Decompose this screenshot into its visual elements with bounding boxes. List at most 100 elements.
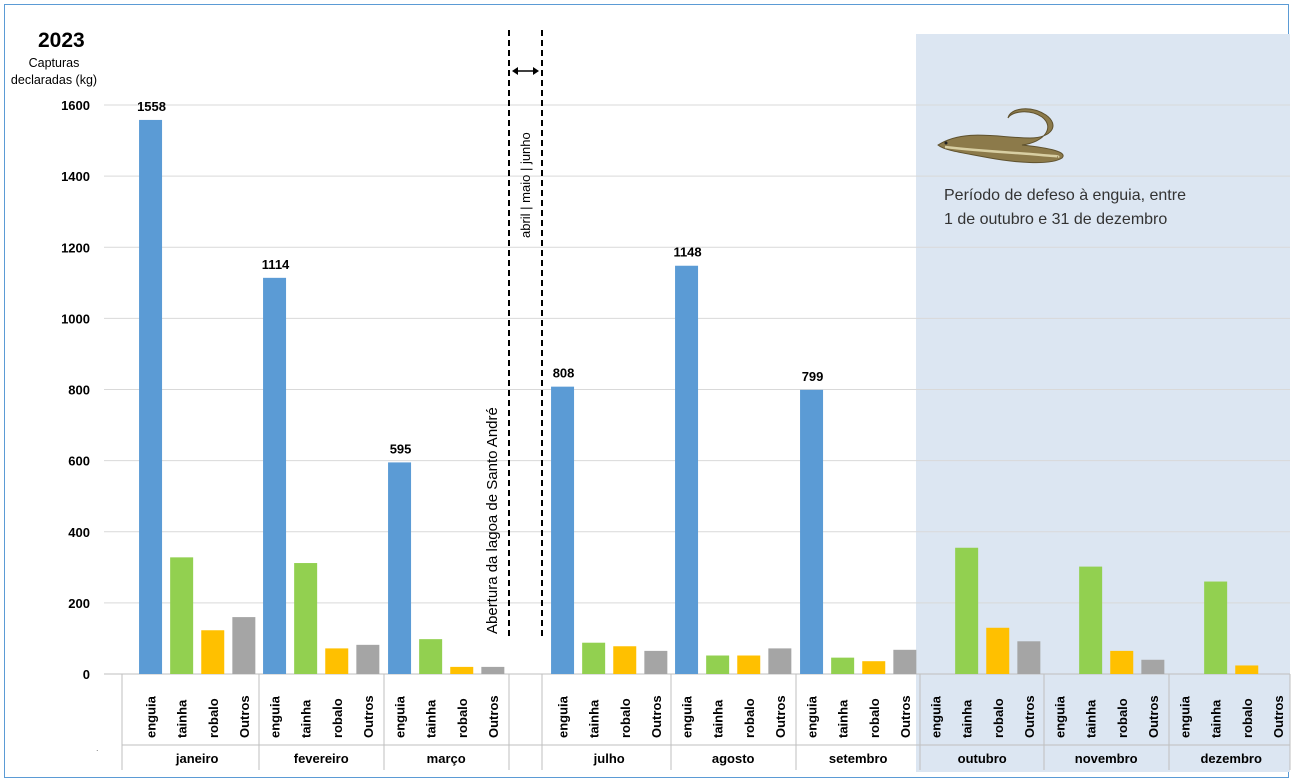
bar-agosto-enguia bbox=[675, 265, 699, 674]
category-tick-label: tainha bbox=[424, 699, 439, 738]
category-tick-label: enguia bbox=[393, 695, 408, 738]
y-tick-label: 200 bbox=[68, 596, 90, 611]
bar-setembro-robalo bbox=[862, 661, 886, 674]
category-tick-label: enguia bbox=[680, 695, 695, 738]
x-axis: enguia tainha robalo Outros janeiro enguia tai… bbox=[121, 674, 1291, 770]
bar-março-enguia bbox=[388, 462, 412, 674]
category-tick-label: Outros bbox=[1146, 695, 1161, 738]
bar-fevereiro-Outros bbox=[356, 644, 380, 674]
y-tick-label: 1400 bbox=[61, 169, 90, 184]
bar-agosto-Outros bbox=[768, 648, 792, 674]
category-tick-label: enguia bbox=[556, 695, 571, 738]
bar-setembro-enguia bbox=[800, 389, 824, 674]
category-tick-label: enguia bbox=[1053, 695, 1068, 738]
category-tick-label: tainha bbox=[960, 699, 975, 738]
bar-outubro-Outros bbox=[1017, 641, 1041, 674]
closed-season-shade bbox=[916, 34, 1290, 772]
bar-janeiro-tainha bbox=[170, 557, 194, 674]
bars: 1558 1114 595 808 1148 799 bbox=[137, 99, 1259, 674]
opening-annotation: Abertura da lagoa de Santo André bbox=[484, 407, 501, 634]
category-tick-label: robalo bbox=[455, 698, 470, 738]
data-label: 1558 bbox=[137, 99, 166, 114]
bar-março-robalo bbox=[450, 666, 474, 674]
category-tick-label: enguia bbox=[268, 695, 283, 738]
category-tick-label: enguia bbox=[144, 695, 159, 738]
category-tick-label: enguia bbox=[805, 695, 820, 738]
y-axis: 0 200 400 600 800 1000 1200 1400 1600 bbox=[61, 98, 90, 682]
month-label: março bbox=[427, 751, 466, 766]
category-tick-label: robalo bbox=[1240, 698, 1255, 738]
category-tick-label: robalo bbox=[742, 698, 757, 738]
category-tick-label: tainha bbox=[587, 699, 602, 738]
category-tick-label: tainha bbox=[1209, 699, 1224, 738]
y-tick-label: 0 bbox=[83, 667, 90, 682]
category-tick-label: Outros bbox=[898, 695, 913, 738]
category-tick-label: Outros bbox=[486, 695, 501, 738]
category-tick-label: robalo bbox=[867, 698, 882, 738]
month-label: novembro bbox=[1075, 751, 1138, 766]
category-tick-label: robalo bbox=[618, 698, 633, 738]
bar-setembro-tainha bbox=[831, 657, 855, 674]
category-tick-label: robalo bbox=[330, 698, 345, 738]
month-label: dezembro bbox=[1200, 751, 1261, 766]
y-tick-label: 1200 bbox=[61, 240, 90, 255]
category-tick-label: tainha bbox=[1084, 699, 1099, 738]
bar-julho-tainha bbox=[582, 642, 606, 674]
category-tick-label: robalo bbox=[206, 698, 221, 738]
bar-fevereiro-robalo bbox=[325, 648, 349, 674]
category-tick-label: Outros bbox=[361, 695, 376, 738]
month-label: outubro bbox=[958, 751, 1007, 766]
y-axis-title-line1: Capturas bbox=[29, 56, 80, 70]
y-axis-title-line2: declaradas (kg) bbox=[11, 73, 97, 87]
bar-julho-enguia bbox=[551, 386, 575, 674]
category-tick-label: Outros bbox=[1022, 695, 1037, 738]
footnote-mark: . bbox=[96, 743, 99, 753]
bar-fevereiro-enguia bbox=[263, 277, 287, 674]
y-tick-label: 400 bbox=[68, 525, 90, 540]
bar-dezembro-robalo bbox=[1235, 665, 1259, 674]
data-label: 808 bbox=[553, 366, 575, 381]
bar-janeiro-enguia bbox=[139, 119, 163, 674]
category-tick-label: Outros bbox=[773, 695, 788, 738]
category-tick-label: tainha bbox=[299, 699, 314, 738]
bar-fevereiro-tainha bbox=[294, 563, 318, 674]
category-tick-label: enguia bbox=[1178, 695, 1193, 738]
bar-janeiro-robalo bbox=[201, 630, 225, 674]
bar-julho-robalo bbox=[613, 646, 637, 674]
bar-outubro-robalo bbox=[986, 627, 1010, 674]
bar-março-tainha bbox=[419, 639, 443, 674]
bar-dezembro-tainha bbox=[1204, 581, 1228, 674]
gap-months-label: abril | maio | junho bbox=[518, 132, 533, 238]
month-label: janeiro bbox=[175, 751, 219, 766]
bar-março-Outros bbox=[481, 666, 505, 674]
y-tick-label: 1000 bbox=[61, 311, 90, 326]
bar-novembro-tainha bbox=[1079, 566, 1103, 674]
bar-setembro-Outros bbox=[893, 649, 917, 674]
data-label: 799 bbox=[802, 369, 824, 384]
category-tick-label: robalo bbox=[991, 698, 1006, 738]
y-tick-label: 1600 bbox=[61, 98, 90, 113]
data-label: 1148 bbox=[673, 245, 701, 260]
closed-season-text-line1: Período de defeso à enguia, entre bbox=[944, 187, 1186, 204]
bar-janeiro-Outros bbox=[232, 617, 256, 674]
category-tick-label: enguia bbox=[929, 695, 944, 738]
category-tick-label: Outros bbox=[649, 695, 664, 738]
bar-outubro-tainha bbox=[955, 547, 979, 674]
month-label: agosto bbox=[712, 751, 755, 766]
bar-novembro-robalo bbox=[1110, 650, 1134, 674]
double-arrow-icon bbox=[512, 67, 539, 75]
category-tick-label: tainha bbox=[836, 699, 851, 738]
category-tick-label: Outros bbox=[1271, 695, 1286, 738]
y-tick-label: 800 bbox=[68, 383, 90, 398]
data-label: 1114 bbox=[262, 257, 290, 272]
closed-season-text-line2: 1 de outubro e 31 de dezembro bbox=[944, 211, 1167, 228]
bar-agosto-tainha bbox=[706, 655, 730, 674]
month-label: setembro bbox=[829, 751, 888, 766]
category-tick-label: robalo bbox=[1115, 698, 1130, 738]
eel-icon bbox=[937, 108, 1064, 164]
bar-julho-Outros bbox=[644, 650, 668, 674]
bar-agosto-robalo bbox=[737, 655, 761, 674]
category-tick-label: tainha bbox=[175, 699, 190, 738]
month-label: julho bbox=[593, 751, 625, 766]
